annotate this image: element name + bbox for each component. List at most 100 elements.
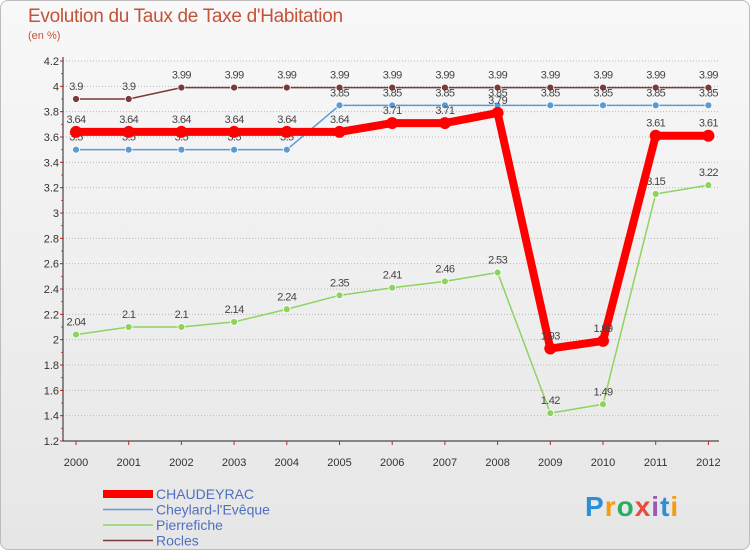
data-point: [124, 95, 133, 103]
data-point: [70, 125, 82, 138]
data-point: [491, 106, 504, 119]
data-label: 3.9: [122, 81, 136, 93]
proxiti-logo: Proxiti: [585, 491, 679, 523]
chart-unit: (en %): [28, 30, 61, 42]
data-point: [72, 145, 80, 154]
data-label: 3.9: [69, 81, 83, 93]
chart-title: Evolution du Taux de Taxe d'Habitation: [28, 6, 343, 27]
y-tick-label: 1.2: [44, 436, 59, 448]
data-label: 3.64: [172, 114, 191, 126]
data-label: 1.93: [541, 331, 560, 343]
x-tick-label: 2005: [327, 457, 351, 469]
data-point: [72, 95, 80, 103]
x-tick-label: 2012: [696, 457, 720, 469]
y-tick-label: 1.6: [44, 385, 59, 397]
x-tick-label: 2010: [591, 457, 615, 469]
y-tick-label: 2.4: [44, 284, 59, 296]
data-label: 3.99: [699, 70, 718, 82]
data-point: [651, 101, 660, 110]
data-point: [597, 334, 609, 347]
data-label: 3.79: [488, 95, 507, 107]
y-tick-label: 2.2: [44, 309, 59, 321]
y-tick-label: 3.6: [44, 132, 59, 144]
logo-letter: r: [604, 491, 617, 522]
y-tick-label: 2.6: [44, 259, 59, 271]
data-point: [440, 101, 449, 110]
data-label: 3.85: [488, 87, 507, 99]
data-point: [177, 83, 186, 92]
data-label: 3.64: [225, 114, 244, 126]
data-label: 3.99: [277, 70, 296, 82]
series-chaudeyrac: 3.64 3.64 3.64 3.64 3.64 3.64 3.71 3.71 3.79 1.93…: [66, 95, 719, 355]
logo-letter: i: [670, 491, 680, 522]
data-label: 3.71: [435, 105, 454, 117]
data-point: [493, 268, 502, 277]
data-point: [72, 330, 80, 339]
data-label: 3.85: [593, 87, 612, 99]
series-rocles: 3.9 3.9 3.99 3.99 3.99 3.99 3.99 3.99 3.99 3.99 3.…: [69, 70, 719, 103]
data-point: [335, 291, 344, 300]
data-point: [386, 117, 399, 130]
data-label: 3.64: [66, 114, 85, 126]
data-label: 2.1: [175, 309, 189, 321]
data-label: 3.99: [593, 70, 612, 82]
x-tick-label: 2008: [485, 457, 509, 469]
data-label: 2.04: [66, 317, 85, 329]
data-point: [599, 83, 607, 92]
y-tick-label: 3: [53, 208, 59, 220]
legend-label: Cheylard-l'Evêque: [156, 502, 270, 518]
data-label: 3.99: [541, 70, 560, 82]
data-label: 1.49: [593, 386, 612, 398]
data-point: [704, 83, 713, 92]
data-point: [493, 83, 502, 92]
data-label: 3.99: [488, 70, 507, 82]
data-point: [599, 400, 607, 409]
data-point: [335, 101, 344, 110]
data-point: [704, 181, 713, 190]
data-point: [388, 283, 397, 292]
data-point: [704, 101, 713, 110]
x-tick-label: 2001: [116, 457, 140, 469]
data-label: 3.99: [330, 70, 349, 82]
y-tick-label: 4: [53, 81, 59, 93]
data-label: 3.64: [330, 114, 349, 126]
data-point: [282, 145, 291, 154]
data-point: [651, 83, 660, 92]
y-tick-label: 3.4: [44, 157, 59, 169]
data-point: [333, 125, 346, 138]
data-point: [228, 125, 241, 138]
data-point: [335, 83, 344, 92]
data-point: [122, 125, 135, 138]
data-label: 2.24: [277, 291, 296, 303]
x-tick-label: 2003: [222, 457, 246, 469]
data-point: [544, 342, 557, 355]
x-tick-label: 2011: [644, 457, 668, 469]
legend-label: CHAUDEYRAC: [156, 486, 254, 502]
data-point: [440, 277, 449, 286]
data-point: [438, 117, 451, 130]
series-line: [76, 108, 709, 353]
legend-label: Rocles: [156, 533, 199, 549]
data-label: 3.99: [383, 70, 402, 82]
logo-letter: x: [634, 491, 652, 522]
data-point: [546, 83, 555, 92]
x-tick-labels: 2000 2001 2002 2003 2004 2005 2006 2007 2008 2009…: [64, 441, 721, 469]
data-point: [546, 409, 555, 418]
x-tick-label: 2002: [169, 457, 193, 469]
series-pierrefiche: 2.04 2.1 2.1 2.14 2.24 2.35 2.41 2.46 2.53 1.42 1.…: [66, 167, 719, 418]
data-point: [440, 83, 449, 92]
y-tick-label: 2: [53, 335, 59, 347]
data-point: [124, 145, 133, 154]
data-label: 3.99: [225, 70, 244, 82]
logo-letter: t: [660, 491, 671, 522]
data-point: [177, 145, 186, 154]
data-label: 3.61: [699, 118, 718, 130]
data-label: 3.85: [383, 87, 402, 99]
data-label: 3.85: [435, 87, 454, 99]
data-label: 3.64: [119, 114, 138, 126]
data-point: [282, 305, 291, 314]
data-label: 2.46: [435, 263, 454, 275]
legend-label: Pierrefiche: [156, 517, 223, 533]
x-tick-label: 2004: [275, 457, 299, 469]
